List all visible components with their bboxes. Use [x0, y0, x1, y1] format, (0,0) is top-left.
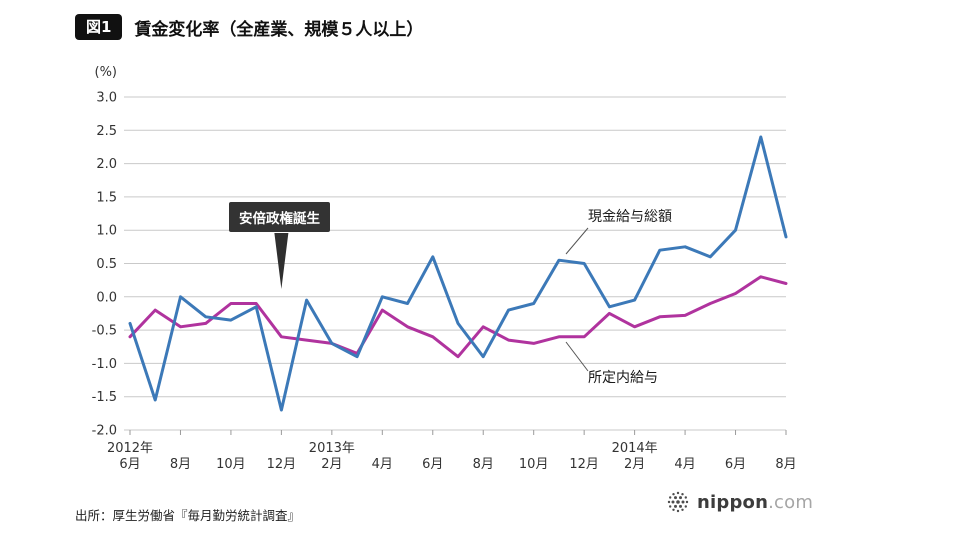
y-tick-label: 2.0	[96, 157, 117, 172]
y-axis-unit: (%)	[95, 65, 118, 80]
x-month-label: 8月	[473, 457, 494, 472]
figure-title: 賃金変化率（全産業、規模５人以上）	[134, 19, 424, 40]
leader-line-cash-total	[565, 227, 589, 255]
y-tick-label: -1.5	[92, 390, 117, 405]
x-month-label: 6月	[422, 457, 443, 472]
y-tick-label: -0.5	[92, 324, 117, 339]
series-line-cash-total	[128, 135, 788, 412]
x-month-label: 8月	[170, 457, 191, 472]
abe-administration-annotation: 安倍政権誕生	[229, 202, 330, 232]
x-month-label: 6月	[119, 457, 140, 472]
annotation-arrow-icon	[274, 233, 289, 289]
source-note: 出所：厚生労働省『毎月勤労統計調査』	[75, 508, 301, 523]
logo-tld: .com	[768, 491, 814, 513]
y-tick-label: -1.0	[92, 357, 117, 372]
x-month-label: 2月	[624, 457, 645, 472]
figure-badge: 図1	[75, 14, 123, 40]
y-tick-label: 1.5	[96, 190, 117, 205]
x-month-label: 10月	[216, 457, 246, 472]
logo-name: nippon	[697, 491, 769, 513]
x-year-label: 2012年	[107, 441, 153, 456]
x-month-label: 12月	[267, 457, 297, 472]
x-year-label: 2014年	[612, 441, 658, 456]
figure-header: 図1 賃金変化率（全産業、規模５人以上）	[75, 14, 423, 40]
series-line-scheduled	[128, 275, 788, 359]
leader-line-scheduled	[565, 341, 589, 372]
x-month-label: 6月	[725, 457, 746, 472]
x-month-label: 2月	[321, 457, 342, 472]
x-month-label: 4月	[674, 457, 695, 472]
series-label-scheduled-wages: 所定内給与	[588, 370, 658, 386]
x-month-label: 8月	[775, 457, 796, 472]
x-month-label: 10月	[519, 457, 549, 472]
nippon-logo: nippon.com	[666, 490, 813, 514]
x-month-label: 4月	[372, 457, 393, 472]
y-tick-label: 1.0	[96, 224, 117, 239]
y-tick-label: -2.0	[92, 424, 117, 439]
nippon-logo-icon	[667, 491, 689, 513]
x-month-label: 12月	[569, 457, 599, 472]
series-label-cash-total: 現金給与総額	[588, 209, 672, 225]
x-year-label: 2013年	[309, 441, 355, 456]
y-tick-label: 0.0	[96, 290, 117, 305]
nippon-logo-text: nippon.com	[697, 492, 813, 513]
y-tick-label: 2.5	[96, 124, 117, 139]
y-tick-label: 3.0	[96, 91, 117, 106]
y-tick-label: 0.5	[96, 257, 117, 272]
